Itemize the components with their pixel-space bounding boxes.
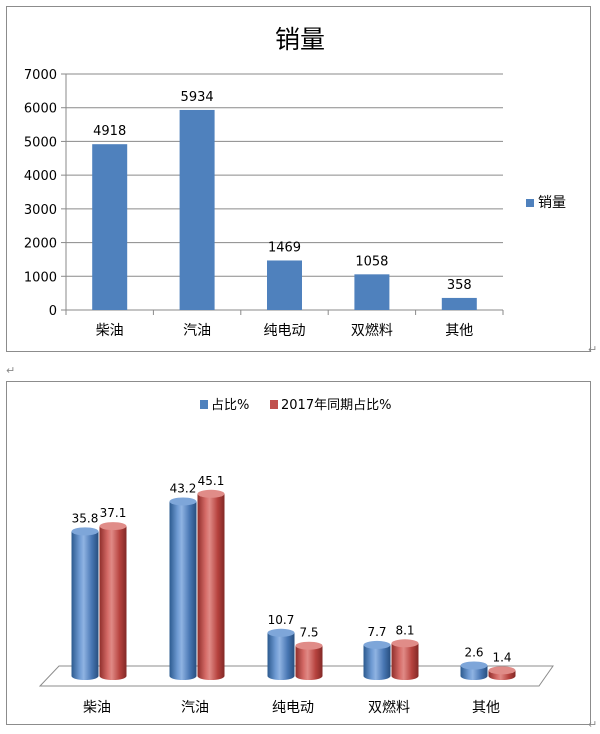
cylinder-top <box>71 527 99 536</box>
x-tick-label: 双燃料 <box>368 699 410 716</box>
legend-swatch <box>200 400 208 409</box>
cylinder-top <box>295 641 323 650</box>
cylinder-top <box>363 640 391 649</box>
y-tick-label: 0 <box>49 304 57 319</box>
data-label: 5934 <box>181 90 214 105</box>
x-tick-label: 汽油 <box>181 700 209 716</box>
sales-bar-chart: 销量 0 1000 2000 3000 4000 5000 6000 7000 4918 柴油 593… <box>24 25 566 339</box>
cylinder-body <box>169 501 197 680</box>
legend-label: 销量 <box>538 195 566 211</box>
legend-swatch <box>270 400 278 409</box>
legend-label: 占比% <box>211 398 249 413</box>
y-tick-label: 6000 <box>24 102 57 117</box>
bar <box>179 109 215 311</box>
cylinder-body <box>197 493 225 680</box>
share-cylinder-chart: 占比% 2017年同期占比% 柴油 35.8 37.1 汽油 43.245.1 纯电动 10.7… <box>38 398 554 716</box>
y-tick-label: 1000 <box>24 270 57 285</box>
bar <box>354 274 390 310</box>
data-label: 35.8 <box>72 511 99 525</box>
bar <box>267 260 302 310</box>
data-label: 43.2 <box>170 481 197 495</box>
cylinder-bar <box>363 640 391 680</box>
x-tick-label: 纯电动 <box>264 323 306 339</box>
data-label: 7.7 <box>367 625 386 639</box>
cylinder-top <box>488 666 516 675</box>
y-tick-label: 3000 <box>24 203 57 218</box>
bar <box>92 144 128 310</box>
x-tick-label: 其他 <box>445 323 473 339</box>
legend-label: 2017年同期占比% <box>281 398 391 413</box>
data-label: 37.1 <box>100 506 127 520</box>
paragraph-mark: ↵ <box>6 364 16 377</box>
cylinder-body <box>363 644 391 680</box>
data-label: 1.4 <box>492 650 511 664</box>
y-tick-label: 4000 <box>24 169 57 184</box>
cylinder-bar <box>99 522 127 680</box>
cylinder-bar <box>197 489 225 680</box>
y-tick-label: 5000 <box>24 135 57 150</box>
x-tick-label: 双燃料 <box>351 322 393 339</box>
chart-title: 销量 <box>275 25 325 54</box>
cylinder-bar <box>71 527 99 680</box>
paragraph-mark: ↵ <box>588 718 598 731</box>
cylinder-body <box>460 665 488 680</box>
x-tick-label: 柴油 <box>96 323 124 339</box>
y-tick-label: 7000 <box>24 68 57 83</box>
cylinder-bar <box>460 661 488 680</box>
x-tick-label: 纯电动 <box>272 700 314 716</box>
data-label: 2.6 <box>464 645 483 659</box>
cylinder-top <box>391 639 419 648</box>
cylinder-top <box>169 497 197 506</box>
cylinder-bar <box>488 666 516 680</box>
y-tick-label: 2000 <box>24 237 57 252</box>
cylinder-body <box>71 531 99 680</box>
share-chart-panel: 占比% 2017年同期占比% 柴油 35.8 37.1 汽油 43.2 45.1 纯电动 10.7… <box>6 381 591 725</box>
data-label: 4918 <box>93 124 126 139</box>
data-label: 358 <box>447 278 472 293</box>
cylinder-body <box>267 632 295 680</box>
cylinder-top <box>267 628 295 637</box>
paragraph-mark: ↵ <box>588 343 598 356</box>
x-tick-label: 柴油 <box>83 700 111 716</box>
x-tick-label: 其他 <box>472 700 500 716</box>
cylinder-bar <box>169 497 197 680</box>
cylinder-bar <box>391 639 419 680</box>
cylinder-body <box>99 526 127 680</box>
data-label: 7.5 <box>299 626 318 640</box>
cylinder-top <box>99 522 127 531</box>
bar <box>441 297 477 310</box>
legend-swatch <box>526 199 534 207</box>
sales-chart-panel: 销量 0 1000 2000 3000 4000 5000 6000 7000 4918 柴油 593… <box>6 6 591 352</box>
cylinder-body <box>391 643 419 680</box>
cylinder-bar <box>267 628 295 680</box>
data-label: 45.1 <box>198 474 225 488</box>
data-label: 1469 <box>268 240 301 255</box>
cylinder-top <box>460 661 488 670</box>
cylinder-body <box>295 645 323 680</box>
cylinder-bar <box>295 641 323 680</box>
data-label: 1058 <box>355 254 388 269</box>
cylinder-top <box>197 489 225 498</box>
data-label: 10.7 <box>268 613 295 627</box>
data-label: 8.1 <box>395 623 414 637</box>
x-tick-label: 汽油 <box>183 323 211 339</box>
